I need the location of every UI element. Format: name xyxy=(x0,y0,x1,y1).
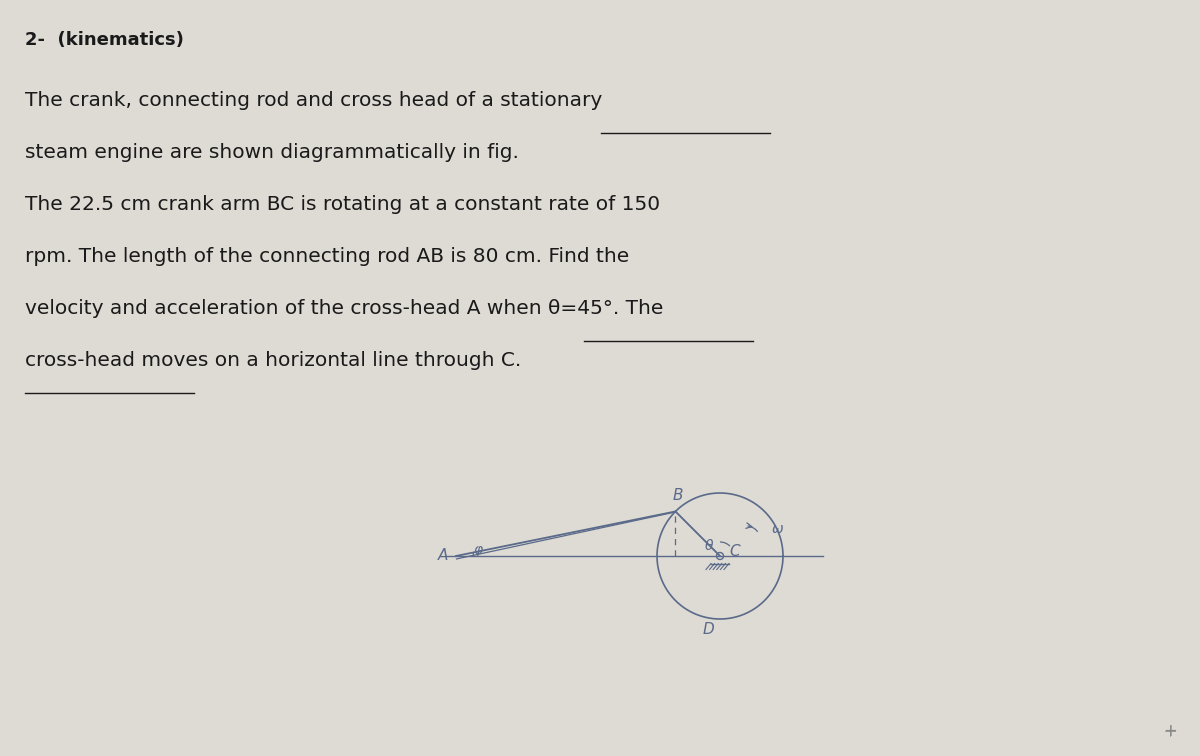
Text: ω: ω xyxy=(772,522,784,536)
Text: 2-  (kinematics): 2- (kinematics) xyxy=(25,31,184,49)
Text: C: C xyxy=(730,544,739,559)
Text: φ: φ xyxy=(473,543,482,557)
Text: velocity and acceleration of the cross-head A when θ=45°. The: velocity and acceleration of the cross-h… xyxy=(25,299,664,318)
Text: The crank, connecting rod and cross head of a stationary: The crank, connecting rod and cross head… xyxy=(25,91,602,110)
Text: rpm. The length of the connecting rod AB is 80 cm. Find the: rpm. The length of the connecting rod AB… xyxy=(25,247,629,266)
Text: cross-head moves on a horizontal line through C.: cross-head moves on a horizontal line th… xyxy=(25,351,521,370)
Text: +: + xyxy=(1163,722,1177,740)
Text: θ: θ xyxy=(704,539,713,553)
Text: B: B xyxy=(672,488,683,503)
Text: D: D xyxy=(702,622,714,637)
Text: A: A xyxy=(438,549,448,563)
Text: The 22.5 cm crank arm BC is rotating at a constant rate of 150: The 22.5 cm crank arm BC is rotating at … xyxy=(25,195,660,214)
Text: steam engine are shown diagrammatically in fig.: steam engine are shown diagrammatically … xyxy=(25,143,518,162)
